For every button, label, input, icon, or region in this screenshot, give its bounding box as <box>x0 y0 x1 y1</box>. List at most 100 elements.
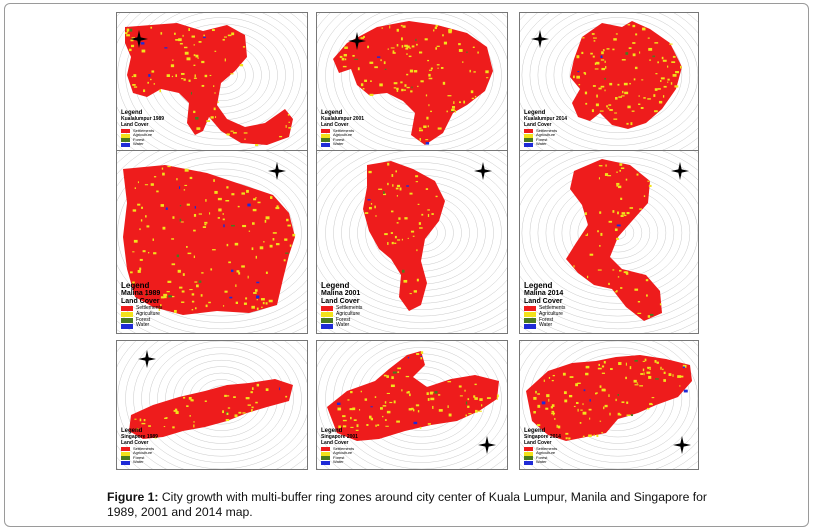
land-cover-patch <box>604 77 607 80</box>
land-cover-patch <box>657 88 661 90</box>
land-cover-patch <box>625 362 627 366</box>
land-cover-patch <box>601 372 606 374</box>
land-cover-patch <box>545 407 549 410</box>
land-cover-patch <box>585 365 590 369</box>
land-cover-patch <box>413 421 418 425</box>
land-cover-patch <box>160 204 164 207</box>
north-arrow-icon <box>138 350 156 368</box>
land-cover-patch <box>582 411 587 415</box>
land-cover-patch <box>193 424 195 428</box>
map-kualalumpur-1989: Legend Kualalumpur 1989 Land Cover Settleme… <box>116 12 308 152</box>
land-cover-patch <box>350 416 352 420</box>
buffer-ring <box>149 341 294 457</box>
land-cover-patch <box>163 293 168 296</box>
land-cover-patch <box>193 421 195 423</box>
land-cover-patch <box>575 401 579 405</box>
land-cover-patch <box>562 372 566 376</box>
land-cover-patch <box>217 197 222 201</box>
land-cover-patch <box>550 406 554 409</box>
land-cover-patch <box>342 65 347 68</box>
legend-title: Legend <box>121 110 143 117</box>
land-cover-patch <box>598 177 600 180</box>
land-cover-patch <box>601 365 605 368</box>
land-cover-patch <box>338 425 341 429</box>
land-cover-patch <box>647 366 651 369</box>
land-cover-patch <box>186 57 191 61</box>
land-cover-patch <box>137 203 141 206</box>
land-cover-patch <box>620 214 624 218</box>
land-cover-patch <box>409 393 411 397</box>
land-cover-patch <box>374 396 377 398</box>
land-cover-patch <box>577 382 581 384</box>
land-cover-patch <box>250 391 253 394</box>
buffer-ring <box>117 151 307 330</box>
land-cover-patch <box>384 68 387 71</box>
land-cover-patch <box>647 367 650 370</box>
land-cover-patch <box>421 213 424 216</box>
land-cover-patch <box>350 391 353 394</box>
land-cover-patch <box>474 409 478 413</box>
land-cover-patch <box>536 424 541 427</box>
land-cover-patch <box>417 85 419 88</box>
legend-item: Settlements <box>524 305 565 312</box>
land-cover-patch <box>639 385 644 387</box>
land-cover-patch <box>230 130 234 132</box>
land-cover-patch <box>129 28 133 32</box>
land-cover-patch <box>479 398 483 401</box>
land-cover-patch <box>583 71 586 74</box>
land-cover-patch <box>336 402 341 405</box>
land-cover-patch <box>601 67 606 71</box>
legend-swatch <box>321 456 330 461</box>
legend-item: Forest <box>121 455 158 461</box>
legend-map-name: Malina 1989 <box>121 289 161 297</box>
buffer-ring <box>317 151 507 330</box>
land-cover-patch <box>585 372 589 376</box>
land-cover-patch <box>134 187 136 190</box>
land-cover-patch <box>147 81 149 84</box>
legend-item: Agriculture <box>524 133 567 138</box>
land-cover-patch <box>642 360 646 362</box>
land-cover-patch <box>383 193 387 196</box>
legend-map-name: Kualalumpur 1989 <box>121 116 165 123</box>
land-cover-patch <box>604 404 608 408</box>
land-cover-patch <box>675 71 679 74</box>
land-cover-patch <box>396 195 398 197</box>
land-cover-patch <box>418 51 423 54</box>
land-cover-patch <box>194 281 198 283</box>
land-cover-patch <box>272 238 275 241</box>
land-cover-patch <box>643 97 646 99</box>
legend-title: Legend <box>321 280 350 290</box>
land-cover-patch <box>265 388 269 391</box>
land-cover-patch <box>126 28 130 32</box>
land-cover-patch <box>247 203 251 207</box>
land-cover-patch <box>426 392 429 395</box>
land-cover-patch <box>238 411 242 414</box>
land-cover-patch <box>242 224 247 228</box>
land-cover-patch <box>360 390 362 393</box>
legend-item: Forest <box>321 137 364 143</box>
land-cover-patch <box>342 425 347 428</box>
land-cover-patch <box>224 394 227 397</box>
land-cover-patch <box>237 205 240 208</box>
land-cover-patch <box>615 33 618 35</box>
land-cover-patch <box>440 67 444 69</box>
land-cover-patch <box>369 61 374 64</box>
legend-title: Legend <box>321 428 343 435</box>
land-cover-patch <box>606 48 610 50</box>
land-cover-patch <box>269 244 273 248</box>
land-cover-patch <box>609 82 613 86</box>
north-arrow-icon <box>531 30 549 48</box>
land-cover-patch <box>188 28 190 32</box>
land-cover-patch <box>473 71 476 73</box>
land-cover-patch <box>419 127 422 129</box>
land-cover-patch <box>393 82 398 85</box>
land-cover-patch <box>653 94 656 97</box>
land-cover-patch <box>204 400 207 402</box>
land-cover-patch <box>337 407 342 411</box>
land-cover-patch <box>251 387 254 390</box>
land-cover-patch <box>409 293 412 295</box>
legend-item: Settlements <box>524 446 561 452</box>
land-cover-patch <box>182 34 184 37</box>
land-cover-patch <box>659 303 662 306</box>
land-cover-patch <box>617 83 620 86</box>
